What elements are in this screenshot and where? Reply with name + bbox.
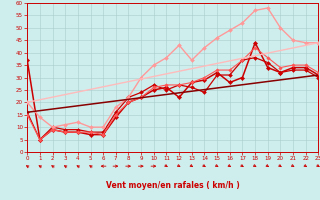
- X-axis label: Vent moyen/en rafales ( km/h ): Vent moyen/en rafales ( km/h ): [106, 181, 240, 190]
